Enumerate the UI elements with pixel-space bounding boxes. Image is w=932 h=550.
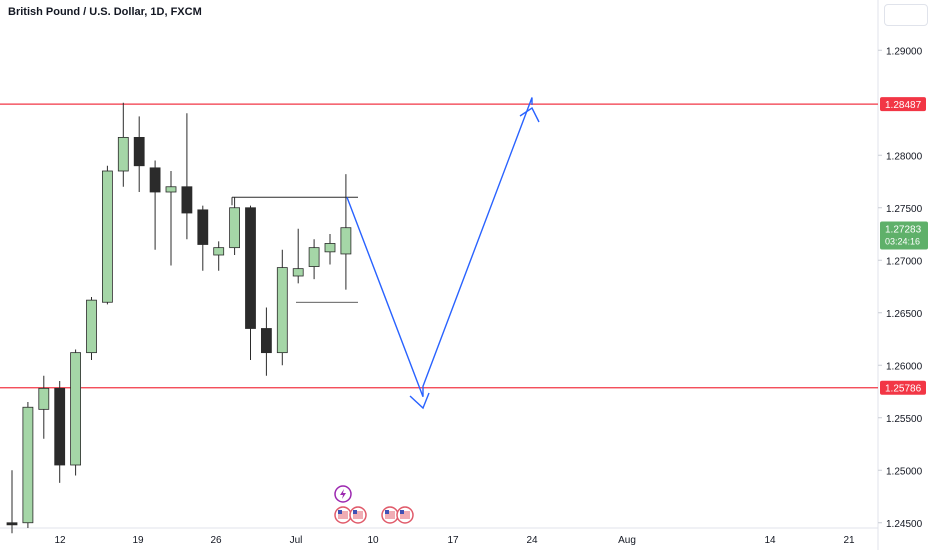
candle-body	[276, 267, 288, 354]
lightning-icon	[334, 485, 352, 503]
candle	[6, 470, 18, 534]
candle	[54, 381, 66, 483]
x-tick-label: 26	[210, 535, 222, 546]
candle	[133, 116, 145, 192]
candle-body	[340, 227, 352, 255]
x-tick-label: 21	[843, 535, 855, 546]
current-price-label: 1.27283	[885, 225, 922, 236]
x-tick-label: Aug	[618, 535, 636, 546]
candle-body	[133, 136, 145, 167]
candle-body	[197, 209, 209, 245]
x-tick-label: Jul	[290, 535, 303, 546]
level-price-label: 1.28487	[885, 100, 922, 111]
candle-body	[86, 299, 97, 354]
candle-body	[38, 387, 50, 410]
candle	[260, 307, 272, 376]
candle	[197, 205, 209, 271]
projection-arrowhead-down	[409, 392, 430, 410]
projection-path	[346, 97, 533, 397]
current-price-tag	[880, 221, 928, 250]
level-price-label: 1.25786	[885, 384, 922, 395]
candle	[324, 234, 336, 265]
header-control-box[interactable]	[884, 4, 928, 26]
candle	[22, 402, 34, 528]
candle-body	[22, 406, 34, 524]
candle	[86, 297, 97, 360]
us-flag-icon	[381, 506, 399, 524]
us-flag-icon	[349, 506, 367, 524]
x-tick-label: 17	[447, 535, 459, 546]
y-tick-label: 1.27500	[886, 204, 923, 215]
candle	[117, 102, 129, 187]
candle-body	[6, 522, 18, 526]
candle	[213, 241, 225, 271]
candle-body	[229, 207, 241, 249]
candle	[276, 249, 288, 366]
y-tick-label: 1.26500	[886, 309, 923, 320]
level-price-tag	[880, 97, 926, 112]
candle-body	[292, 268, 304, 277]
candle	[149, 160, 161, 250]
candle	[181, 113, 193, 240]
current-price-countdown: 03:24:16	[885, 237, 920, 247]
us-flag-icon	[396, 506, 414, 524]
chart-title: British Pound / U.S. Dollar, 1D, FXCM	[8, 6, 202, 18]
candle-body	[245, 207, 256, 329]
y-tick-label: 1.29000	[886, 46, 923, 57]
x-tick-label: 10	[367, 535, 379, 546]
candle	[165, 171, 177, 266]
y-tick-label: 1.26000	[886, 361, 923, 372]
candle-body	[324, 243, 336, 253]
x-tick-label: 24	[526, 535, 538, 546]
candle-body	[117, 136, 129, 172]
candle-body	[260, 328, 272, 354]
candle-body	[165, 186, 177, 193]
y-tick-label: 1.25000	[886, 466, 923, 477]
y-tick-label: 1.27000	[886, 256, 923, 267]
candle-body	[181, 186, 193, 214]
candle-body	[308, 247, 320, 267]
candle	[308, 239, 320, 280]
candle	[38, 375, 50, 439]
candle-body	[54, 387, 66, 466]
candle-body	[102, 170, 113, 303]
y-tick-label: 1.24500	[886, 519, 923, 530]
candle-body	[70, 352, 81, 466]
candle	[102, 165, 113, 305]
candle	[245, 205, 256, 360]
candle	[70, 349, 81, 476]
candle	[340, 174, 352, 290]
us-flag-icon	[334, 506, 352, 524]
x-tick-label: 12	[54, 535, 66, 546]
y-tick-label: 1.28000	[886, 151, 923, 162]
candle	[292, 228, 304, 284]
x-tick-label: 19	[132, 535, 144, 546]
y-tick-label: 1.25500	[886, 414, 923, 425]
projection-arrowhead-up	[519, 106, 540, 123]
candle	[229, 197, 241, 255]
level-price-tag	[880, 380, 926, 395]
x-tick-label: 14	[764, 535, 776, 546]
candle-body	[213, 247, 225, 256]
candle-body	[149, 167, 161, 193]
